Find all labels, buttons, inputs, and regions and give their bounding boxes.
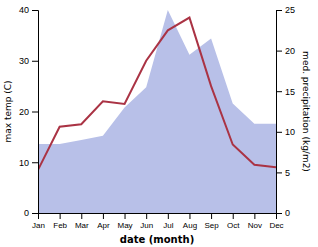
tick: 15 — [276, 87, 295, 97]
tick-label: Jan — [32, 221, 45, 230]
tick-mark — [103, 213, 104, 219]
tick-label: Sep — [204, 221, 219, 230]
tick-mark — [32, 61, 38, 62]
marks — [38, 10, 276, 213]
tick-mark — [125, 213, 126, 219]
tick: Apr — [97, 213, 110, 230]
tick: Jun — [140, 213, 153, 230]
tick-mark — [211, 213, 212, 219]
tick: 0 — [276, 208, 290, 218]
y-axis: 0 10 20 30 40 — [19, 5, 39, 218]
tick-mark — [32, 162, 38, 163]
area — [38, 10, 276, 213]
tick: Sep — [204, 213, 219, 230]
tick: 5 — [276, 168, 290, 178]
tick-label: Mar — [75, 221, 89, 230]
tick-mark — [276, 132, 282, 133]
tick: 0 — [24, 208, 38, 218]
x-axis: Jan Feb Mar Apr May Jun Jul Aug Sep Oct Nov Dec — [32, 213, 284, 230]
tick: 10 — [276, 127, 295, 137]
tick-label: Apr — [97, 221, 110, 230]
tick: Oct — [227, 213, 240, 230]
y-axis-title: max temp (C) — [3, 80, 13, 142]
tick-label: 10 — [285, 127, 295, 137]
tick-mark — [189, 213, 190, 219]
tick-label: 20 — [19, 107, 29, 117]
tick-mark — [81, 213, 82, 219]
tick-label: Dec — [269, 221, 283, 230]
tick-mark — [32, 213, 38, 214]
tick-mark — [32, 112, 38, 113]
tick-mark — [233, 213, 234, 219]
tick: Nov — [248, 213, 262, 230]
tick-label: Oct — [227, 221, 240, 230]
line — [38, 18, 276, 170]
tick-label: Jul — [163, 221, 173, 230]
tick: 40 — [19, 5, 38, 15]
tick: 30 — [19, 56, 38, 66]
tick: Mar — [75, 213, 89, 230]
axis-line — [39, 214, 277, 220]
tick-label: 10 — [19, 158, 29, 168]
tick: Dec — [269, 213, 283, 230]
plot: JanFebMarAprMayJunJulAugSepOctNovDec0102… — [3, 5, 311, 245]
tick-mark — [60, 213, 61, 219]
tick: Aug — [183, 213, 197, 230]
tick-mark — [276, 213, 282, 214]
y2-axis: 0 5 10 15 20 25 — [276, 5, 295, 218]
axis-line — [32, 11, 39, 214]
tick-label: 25 — [285, 5, 295, 15]
tick-label: 15 — [285, 87, 295, 97]
tick-label: 30 — [19, 56, 29, 66]
tick-mark — [146, 213, 147, 219]
tick: 10 — [19, 158, 38, 168]
chart: JanFebMarAprMayJunJulAugSepOctNovDec0102… — [0, 0, 318, 247]
tick-mark — [168, 213, 169, 219]
tick: 20 — [19, 107, 38, 117]
tick-label: 40 — [19, 5, 29, 15]
tick-label: 0 — [24, 208, 29, 218]
tick-mark — [276, 91, 282, 92]
tick-mark — [276, 10, 282, 11]
axis-line — [277, 11, 283, 214]
tick: May — [117, 213, 132, 230]
tick-mark — [254, 213, 255, 219]
tick-label: Feb — [53, 221, 67, 230]
tick-label: May — [117, 221, 132, 230]
x-axis-title: date (month) — [120, 234, 194, 245]
tick-label: Jun — [140, 221, 153, 230]
tick: 20 — [276, 46, 295, 56]
tick-label: 0 — [285, 208, 290, 218]
tick-mark — [276, 172, 282, 173]
tick-label: 5 — [285, 168, 290, 178]
tick: Jan — [32, 213, 45, 230]
tick-mark — [32, 10, 38, 11]
tick: 25 — [276, 5, 295, 15]
tick: Jul — [163, 213, 173, 230]
tick-label: Nov — [248, 221, 262, 230]
tick-label: Aug — [183, 221, 197, 230]
tick-mark — [276, 51, 282, 52]
tick-label: 20 — [285, 46, 295, 56]
y2-axis-title: med. precipitation (kg/m2) — [301, 51, 311, 172]
tick: Feb — [53, 213, 67, 230]
